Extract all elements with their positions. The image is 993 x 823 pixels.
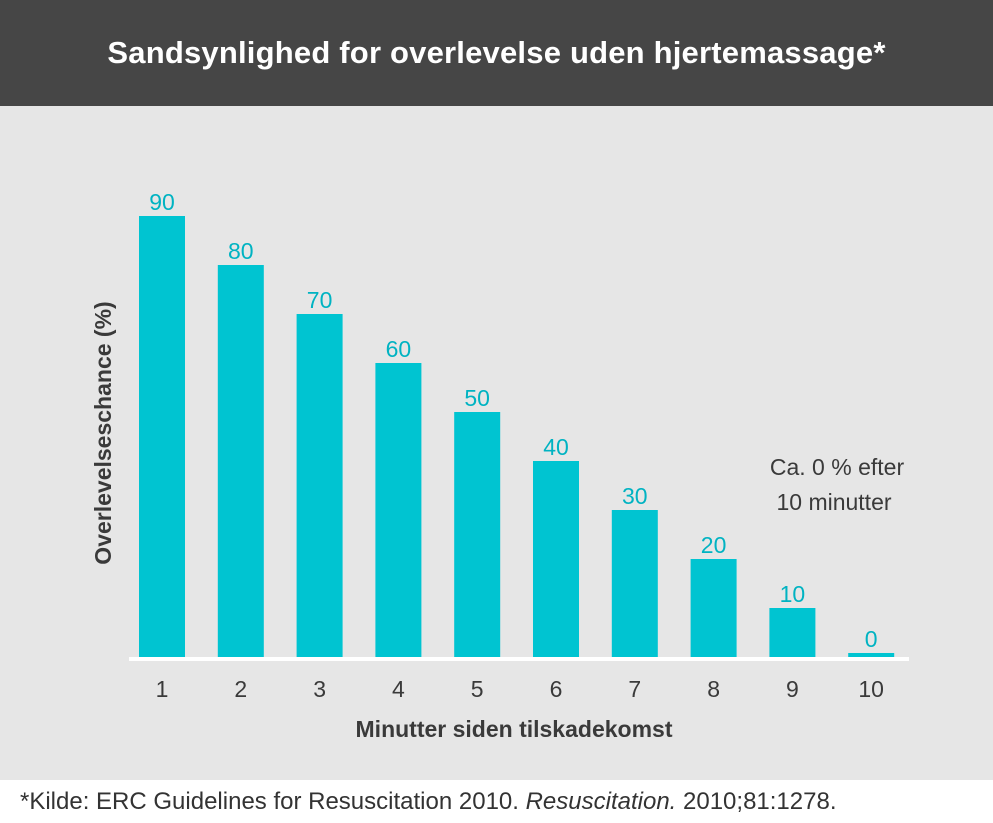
chart-title: Sandsynlighed for overlevelse uden hjert…	[107, 35, 886, 70]
bar-chart: 90 80 70 60 50 40 30 20 10 0 1 2 3 4 5 6 7 8 9 10 Minutter…	[90, 189, 909, 742]
x-tick-label-10: 10	[858, 676, 884, 702]
x-tick-label-6: 6	[550, 676, 563, 702]
bar-2	[217, 265, 264, 657]
x-tick-label-5: 5	[471, 676, 484, 702]
x-tick-label-8: 8	[707, 676, 720, 702]
x-tick-label-1: 1	[156, 676, 169, 702]
value-label-2: 80	[228, 238, 254, 264]
x-tick-label-7: 7	[628, 676, 641, 702]
value-labels-group: 90 80 70 60 50 40 30 20 10 0	[149, 189, 877, 652]
bar-9	[769, 608, 816, 657]
x-axis-baseline	[129, 657, 909, 661]
value-label-1: 90	[149, 189, 175, 215]
title-bar: Sandsynlighed for overlevelse uden hjert…	[0, 0, 993, 106]
bar-1	[139, 216, 185, 657]
value-label-5: 50	[464, 385, 490, 411]
x-tick-label-9: 9	[786, 676, 799, 702]
footnote-prefix: *Kilde: ERC Guidelines for Resuscitation…	[20, 788, 526, 815]
annotation-line-2: 10 minutter	[776, 489, 891, 515]
value-label-4: 60	[386, 336, 412, 362]
annotation-line-1: Ca. 0 % efter	[770, 454, 905, 480]
footnote-suffix: 2010;81:1278.	[676, 788, 837, 815]
value-label-8: 20	[701, 532, 727, 558]
bar-4	[375, 363, 422, 657]
bar-6	[533, 461, 579, 657]
x-axis-title: Minutter siden tilskadekomst	[356, 716, 673, 742]
x-tick-label-2: 2	[234, 676, 247, 702]
y-axis-title: Overlevelseschance (%)	[90, 301, 116, 564]
bar-10	[848, 653, 895, 657]
source-footnote: *Kilde: ERC Guidelines for Resuscitation…	[20, 788, 980, 816]
footnote-journal: Resuscitation.	[525, 788, 677, 815]
x-tick-label-3: 3	[313, 676, 326, 702]
value-label-10: 0	[865, 626, 878, 652]
x-tick-labels-group: 1 2 3 4 5 6 7 8 9 10	[156, 676, 884, 702]
value-label-6: 40	[543, 434, 569, 460]
bar-8	[690, 559, 737, 657]
bar-7	[611, 510, 658, 657]
bar-3	[296, 314, 343, 657]
x-tick-label-4: 4	[392, 676, 405, 702]
bar-5	[454, 412, 501, 657]
value-label-7: 30	[622, 483, 648, 509]
value-label-9: 10	[780, 581, 806, 607]
bars-group	[139, 216, 895, 657]
value-label-3: 70	[307, 287, 333, 313]
